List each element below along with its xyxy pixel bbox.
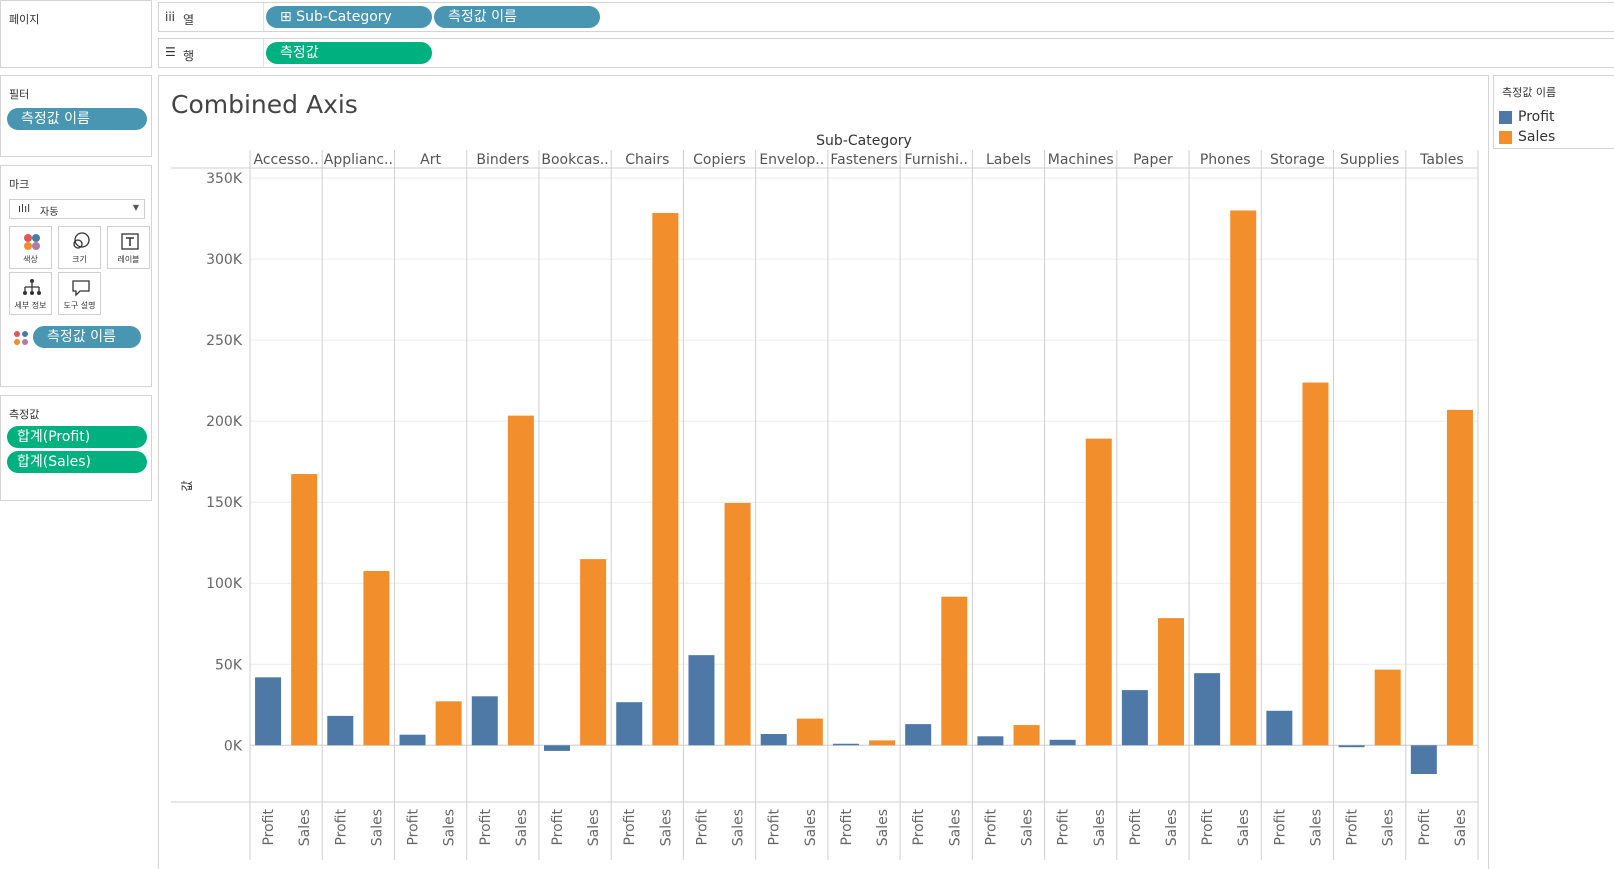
measure-pill-sales[interactable]: 합계(Sales) — [7, 451, 147, 473]
marks-title: 마크 — [9, 178, 30, 191]
pages-title: 페이지 — [9, 13, 40, 26]
marks-card[interactable]: 마크 ılıl 자동 ▼ 색상 크기 레이블 세부 정보 — [0, 165, 152, 387]
size-icon — [73, 232, 90, 249]
label-button-label: 레이블 — [117, 255, 140, 264]
view-area[interactable]: Combined Axis — [158, 75, 1489, 869]
columns-label: 열 — [183, 13, 195, 27]
size-button-label: 크기 — [72, 255, 87, 264]
filters-title: 필터 — [9, 88, 30, 101]
legend-item-profit[interactable]: Profit — [1499, 108, 1609, 126]
color-legend[interactable]: 측정값 이름 Profit Sales — [1493, 75, 1614, 149]
rows-icon: ☰ — [165, 45, 176, 59]
measure-values-title: 측정값 — [9, 408, 40, 421]
detail-button[interactable]: 세부 정보 — [9, 272, 52, 315]
color-encoding-icon — [14, 331, 28, 345]
filter-pill-measure-names[interactable]: 측정값 이름 — [7, 108, 147, 130]
rows-shelf[interactable]: ☰ 행 측정값 — [158, 38, 1614, 68]
mark-type-value: 자동 — [40, 207, 59, 218]
rows-label: 행 — [183, 49, 195, 63]
measure-pill-profit[interactable]: 합계(Profit) — [7, 426, 147, 448]
mark-type-dropdown[interactable]: ılıl 자동 ▼ — [9, 199, 145, 219]
legend-item-sales[interactable]: Sales — [1499, 128, 1609, 146]
tooltip-icon — [72, 280, 90, 297]
columns-pill-subcategory[interactable]: ⊞ Sub-Category — [266, 6, 432, 28]
tooltip-button-label: 도구 설명 — [63, 301, 96, 310]
measure-values-card[interactable]: 측정값 합계(Profit) 합계(Sales) — [0, 395, 152, 501]
label-button[interactable]: 레이블 — [107, 226, 150, 269]
color-button[interactable]: 색상 — [9, 226, 52, 269]
legend-swatch-profit — [1499, 111, 1512, 124]
shelf-divider — [263, 39, 264, 67]
chevron-down-icon: ▼ — [132, 203, 139, 212]
legend-swatch-sales — [1499, 131, 1512, 144]
view-title: Combined Axis — [171, 90, 358, 119]
columns-shelf[interactable]: iii 열 ⊞ Sub-Category 측정값 이름 — [158, 2, 1614, 32]
bar-chart-icon: ılıl — [18, 202, 31, 215]
columns-icon: iii — [165, 10, 176, 24]
size-button[interactable]: 크기 — [58, 226, 101, 269]
detail-hierarchy-icon — [23, 279, 41, 295]
legend-label-sales: Sales — [1518, 129, 1556, 145]
rows-pill-measure-values[interactable]: 측정값 — [266, 42, 432, 64]
color-icon — [24, 234, 40, 250]
columns-pill-measure-names[interactable]: 측정값 이름 — [434, 6, 600, 28]
legend-label-profit: Profit — [1518, 109, 1555, 125]
legend-title: 측정값 이름 — [1502, 86, 1557, 99]
detail-button-label: 세부 정보 — [14, 301, 47, 310]
pages-card[interactable]: 페이지 — [0, 0, 152, 68]
color-button-label: 색상 — [23, 255, 38, 264]
tooltip-button[interactable]: 도구 설명 — [58, 272, 101, 315]
shelf-divider — [263, 3, 264, 31]
filters-card[interactable]: 필터 측정값 이름 — [0, 75, 152, 157]
marks-color-pill[interactable]: 측정값 이름 — [33, 326, 141, 348]
text-label-icon — [121, 233, 139, 250]
